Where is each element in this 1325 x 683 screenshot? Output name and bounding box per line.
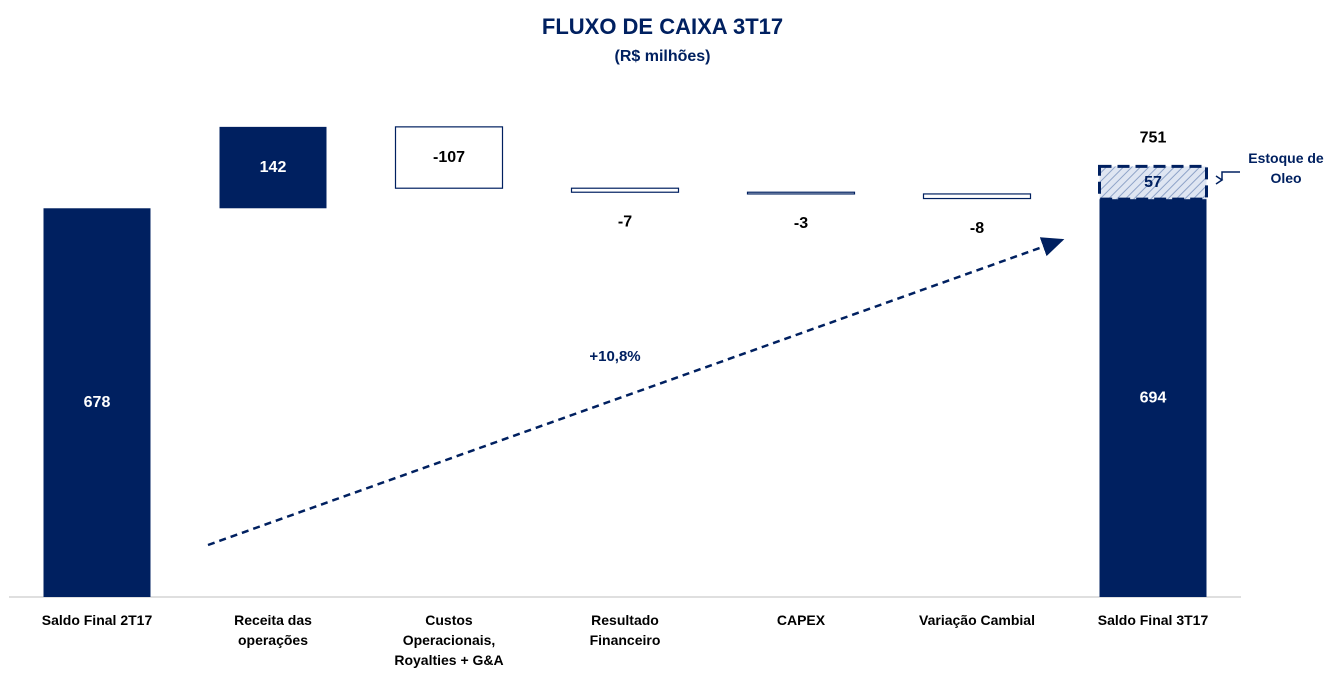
bar <box>43 208 151 597</box>
x-tick-label: CAPEX <box>776 612 826 628</box>
value-label: -8 <box>970 220 984 237</box>
value-label: -107 <box>433 149 465 166</box>
bar <box>1099 199 1207 597</box>
x-tick-label: Variação Cambial <box>919 612 1035 628</box>
chart-title: FLUXO DE CAIXA 3T17 <box>541 14 784 39</box>
bar <box>219 126 327 209</box>
value-label: 678 <box>84 394 111 411</box>
x-tick-label: Saldo Final 2T17 <box>41 612 153 628</box>
bar <box>922 193 1032 200</box>
bar <box>570 187 680 193</box>
bar <box>746 191 856 195</box>
stock-name: Estoque de Oleo <box>1248 150 1324 187</box>
value-label: -3 <box>794 215 808 232</box>
x-tick-label: Saldo Final 3T17 <box>1097 612 1209 628</box>
x-tick-label: Custos Operacionais, Royalties + G&A <box>394 612 504 668</box>
annotation: +10,8% <box>589 348 640 365</box>
x-tick-label: Resultado Financeiro <box>589 612 661 648</box>
stock-segment <box>1098 164 1208 201</box>
value-label: -7 <box>618 213 632 230</box>
stock-pointer <box>1215 171 1240 185</box>
total-label: 751 <box>1140 130 1167 147</box>
stock-label: 57 <box>1144 174 1162 191</box>
trend-arrow <box>207 237 1065 547</box>
value-label: 142 <box>260 159 287 176</box>
bar <box>394 126 504 189</box>
chart-subtitle: (R$ milhões) <box>614 48 711 65</box>
x-tick-label: Receita das operações <box>234 612 312 648</box>
value-label: 694 <box>1140 389 1167 406</box>
